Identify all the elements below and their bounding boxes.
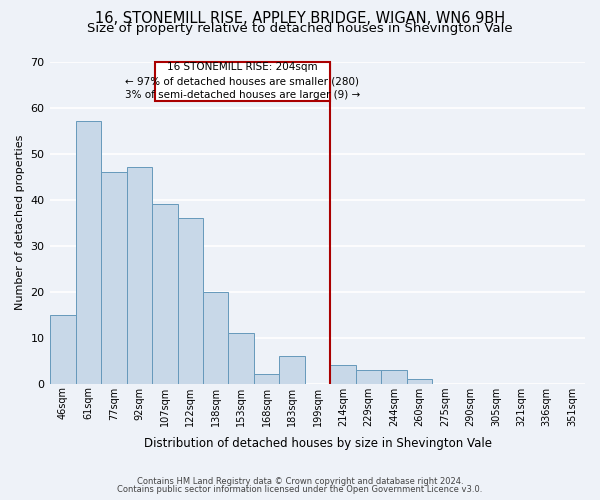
Text: Contains HM Land Registry data © Crown copyright and database right 2024.: Contains HM Land Registry data © Crown c… xyxy=(137,477,463,486)
Bar xyxy=(152,204,178,384)
X-axis label: Distribution of detached houses by size in Shevington Vale: Distribution of detached houses by size … xyxy=(143,437,491,450)
Bar xyxy=(178,218,203,384)
Bar xyxy=(280,356,305,384)
Bar xyxy=(356,370,381,384)
Y-axis label: Number of detached properties: Number of detached properties xyxy=(15,135,25,310)
Text: Size of property relative to detached houses in Shevington Vale: Size of property relative to detached ho… xyxy=(87,22,513,35)
Bar xyxy=(50,314,76,384)
Bar xyxy=(254,374,280,384)
Bar xyxy=(76,122,101,384)
Bar xyxy=(127,168,152,384)
Bar xyxy=(101,172,127,384)
Text: 16 STONEMILL RISE: 204sqm
← 97% of detached houses are smaller (280)
3% of semi-: 16 STONEMILL RISE: 204sqm ← 97% of detac… xyxy=(125,62,360,100)
Bar xyxy=(331,365,356,384)
FancyBboxPatch shape xyxy=(155,62,331,100)
Bar xyxy=(381,370,407,384)
Bar xyxy=(203,292,229,384)
Text: 16, STONEMILL RISE, APPLEY BRIDGE, WIGAN, WN6 9BH: 16, STONEMILL RISE, APPLEY BRIDGE, WIGAN… xyxy=(95,11,505,26)
Bar xyxy=(407,379,432,384)
Bar xyxy=(229,333,254,384)
Text: Contains public sector information licensed under the Open Government Licence v3: Contains public sector information licen… xyxy=(118,485,482,494)
